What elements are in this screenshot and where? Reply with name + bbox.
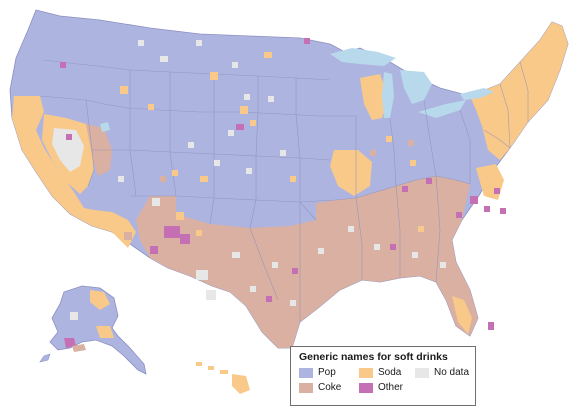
legend-label-coke: Coke: [318, 382, 342, 393]
lake-erie: [418, 100, 466, 118]
region-soda-northeast: [470, 22, 568, 160]
region-pop-plains: [176, 196, 316, 228]
region-soda-florida: [452, 296, 472, 334]
region-soda-stlouis: [330, 150, 372, 196]
legend-swatch-other: [359, 382, 373, 393]
legend-label-pop: Pop: [318, 367, 336, 378]
region-soda-wisconsin: [360, 74, 388, 120]
legend-swatch-no-data: [415, 367, 429, 378]
legend-label-other: Other: [378, 382, 404, 393]
state-borders: [39, 59, 529, 322]
legend-item-no-data: No data: [415, 367, 475, 378]
great-salt-lake: [100, 122, 110, 132]
lake-ontario: [460, 88, 494, 100]
legend-grid: Pop Soda No data Coke Other: [299, 367, 469, 393]
legend-swatch-pop: [299, 367, 313, 378]
legend-item-soda: Soda: [359, 367, 415, 378]
legend-title: Generic names for soft drinks: [299, 351, 448, 363]
hawaii: [196, 362, 250, 394]
legend-label-no-data: No data: [434, 367, 470, 378]
region-nodata-nevada: [52, 128, 84, 172]
lake-michigan: [382, 72, 394, 118]
region-soda-carolinas: [476, 164, 504, 200]
legend: Generic names for soft drinks Pop Soda N…: [290, 346, 476, 406]
region-soda-west: [12, 96, 136, 248]
legend-item-other: Other: [359, 382, 415, 393]
legend-swatch-soda: [359, 367, 373, 378]
lake-superior: [330, 48, 396, 66]
legend-label-soda: Soda: [378, 367, 402, 378]
lake-huron: [400, 70, 432, 104]
legend-swatch-coke: [299, 382, 313, 393]
legend-item-pop: Pop: [299, 367, 359, 378]
alaska: [39, 285, 147, 375]
legend-item-coke: Coke: [299, 382, 359, 393]
county-patches: [60, 38, 506, 330]
